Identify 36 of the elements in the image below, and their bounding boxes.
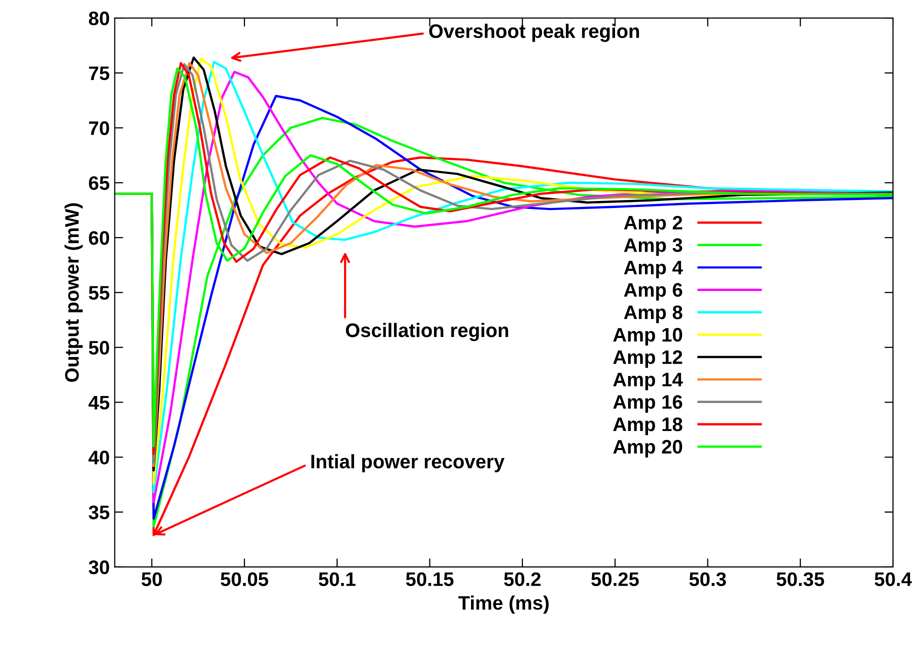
legend-label: Amp 8 <box>624 305 682 324</box>
legend-label: Amp 14 <box>613 372 683 390</box>
y-axis-title: Output power (mW) <box>64 203 83 382</box>
y-tick-label: 40 <box>88 450 110 464</box>
annotation: Intial power recovery <box>311 454 504 472</box>
x-tick-label: 50.3 <box>689 572 726 586</box>
x-tick-label: 50.25 <box>591 572 639 586</box>
y-tick-label: 30 <box>88 560 110 574</box>
legend-label: Amp 12 <box>613 350 682 368</box>
x-tick-label: 50.15 <box>406 572 454 586</box>
legend-label: Amp 18 <box>613 417 682 436</box>
legend-label: Amp 4 <box>624 260 683 278</box>
legend-label: Amp 6 <box>624 283 682 301</box>
x-axis-title: Time (ms) <box>458 595 549 614</box>
x-tick-label: 50.2 <box>504 572 541 586</box>
y-tick-label: 60 <box>88 231 110 245</box>
y-tick-label: 70 <box>89 121 110 136</box>
annotation: Overshoot peak region <box>429 24 639 42</box>
y-tick-label: 80 <box>88 12 110 26</box>
legend-label: Amp 10 <box>613 328 682 346</box>
legend-label: Amp 2 <box>624 216 682 234</box>
x-tick-label: 50.4 <box>874 572 912 586</box>
legend-label: Amp 20 <box>613 440 682 458</box>
y-tick-label: 45 <box>88 396 110 410</box>
y-tick-label: 55 <box>88 286 110 300</box>
x-tick-label: 50.1 <box>318 572 356 586</box>
y-tick-label: 35 <box>88 506 110 520</box>
y-tick-label: 50 <box>88 340 110 355</box>
annotation: Oscillation region <box>346 322 508 342</box>
legend-label: Amp 3 <box>624 238 682 256</box>
y-tick-label: 65 <box>88 176 110 190</box>
x-tick-label: 50.35 <box>776 572 824 586</box>
x-tick-label: 50 <box>142 572 162 586</box>
y-tick-label: 75 <box>89 66 110 80</box>
x-tick-label: 50.05 <box>220 572 268 586</box>
legend-label: Amp 16 <box>613 395 682 413</box>
